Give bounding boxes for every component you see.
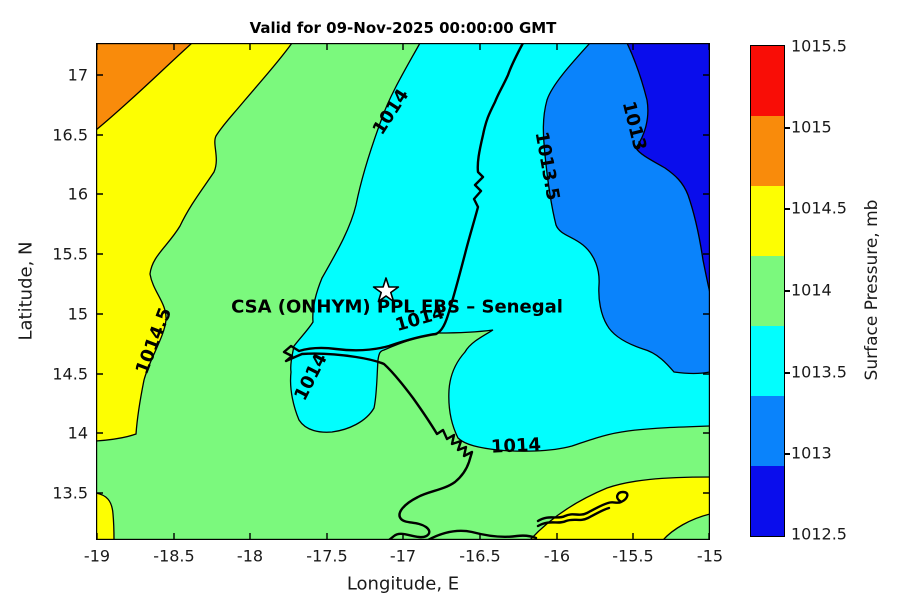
colorbar-segment xyxy=(751,396,784,466)
colorbar-segment xyxy=(751,326,784,396)
colorbar-segment xyxy=(751,186,784,256)
colorbar-tick xyxy=(784,453,790,455)
x-axis-label: Longitude, E xyxy=(346,573,460,595)
x-tick-label: -15 xyxy=(696,546,724,566)
colorbar-tick xyxy=(784,127,790,129)
x-tick-label: -18.5 xyxy=(153,546,195,566)
band-1014p5-yellow-left xyxy=(96,43,292,441)
colorbar-tick-label: 1012.5 xyxy=(791,524,847,544)
colorbar-tick-label: 1015.5 xyxy=(791,36,847,56)
y-axis-label: Latitude, N xyxy=(15,241,37,341)
colorbar-tick xyxy=(784,208,790,210)
y-tick-label: 14.5 xyxy=(52,364,88,384)
y-tick-label: 15.5 xyxy=(52,244,88,264)
band-1013-blue xyxy=(543,43,710,374)
colorbar-tick-label: 1015 xyxy=(791,117,832,137)
x-tick-label: -17 xyxy=(389,546,417,566)
pressure-contour-map xyxy=(96,43,710,540)
coastline xyxy=(282,43,629,540)
colorbar-tick-label: 1014 xyxy=(791,280,832,300)
y-tick-label: 16.5 xyxy=(52,125,88,145)
colorbar-axis-label: Surface Pressure, mb xyxy=(862,199,882,381)
plot-border xyxy=(96,43,710,540)
star-marker xyxy=(372,277,400,303)
colorbar-segment xyxy=(751,256,784,326)
y-tick-label: 17 xyxy=(67,65,88,85)
colorbar-tick xyxy=(784,290,790,292)
y-tick-label: 14 xyxy=(67,423,88,443)
y-tick-label: 13.5 xyxy=(52,483,88,503)
site-annotation: CSA (ONHYM) PPL EBS – Senegal xyxy=(231,296,563,318)
x-tick-label: -18 xyxy=(236,546,264,566)
band-yellow-corner xyxy=(96,493,114,540)
colorbar-segment xyxy=(751,466,784,536)
x-tick-label: -17.5 xyxy=(306,546,348,566)
colorbar xyxy=(750,45,785,537)
x-tick-label: -16.5 xyxy=(459,546,501,566)
plot-title: Valid for 09-Nov-2025 00:00:00 GMT xyxy=(249,19,557,37)
x-tick-label: -19 xyxy=(83,546,111,566)
colorbar-segment xyxy=(751,116,784,186)
colorbar-tick-label: 1013 xyxy=(791,443,832,463)
colorbar-segment xyxy=(751,46,784,116)
band-yellow-bottom-right xyxy=(530,477,710,540)
colorbar-tick-label: 1014.5 xyxy=(791,198,847,218)
band-1013p5-cyan xyxy=(290,43,710,452)
y-tick-label: 15 xyxy=(67,304,88,324)
colorbar-tick-label: 1013.5 xyxy=(791,362,847,382)
contour-label-1014-south: 1014 xyxy=(490,434,542,458)
x-tick-label: -16 xyxy=(543,546,571,566)
x-tick-label: -15.5 xyxy=(612,546,654,566)
colorbar-tick xyxy=(784,372,790,374)
y-tick-label: 16 xyxy=(67,184,88,204)
